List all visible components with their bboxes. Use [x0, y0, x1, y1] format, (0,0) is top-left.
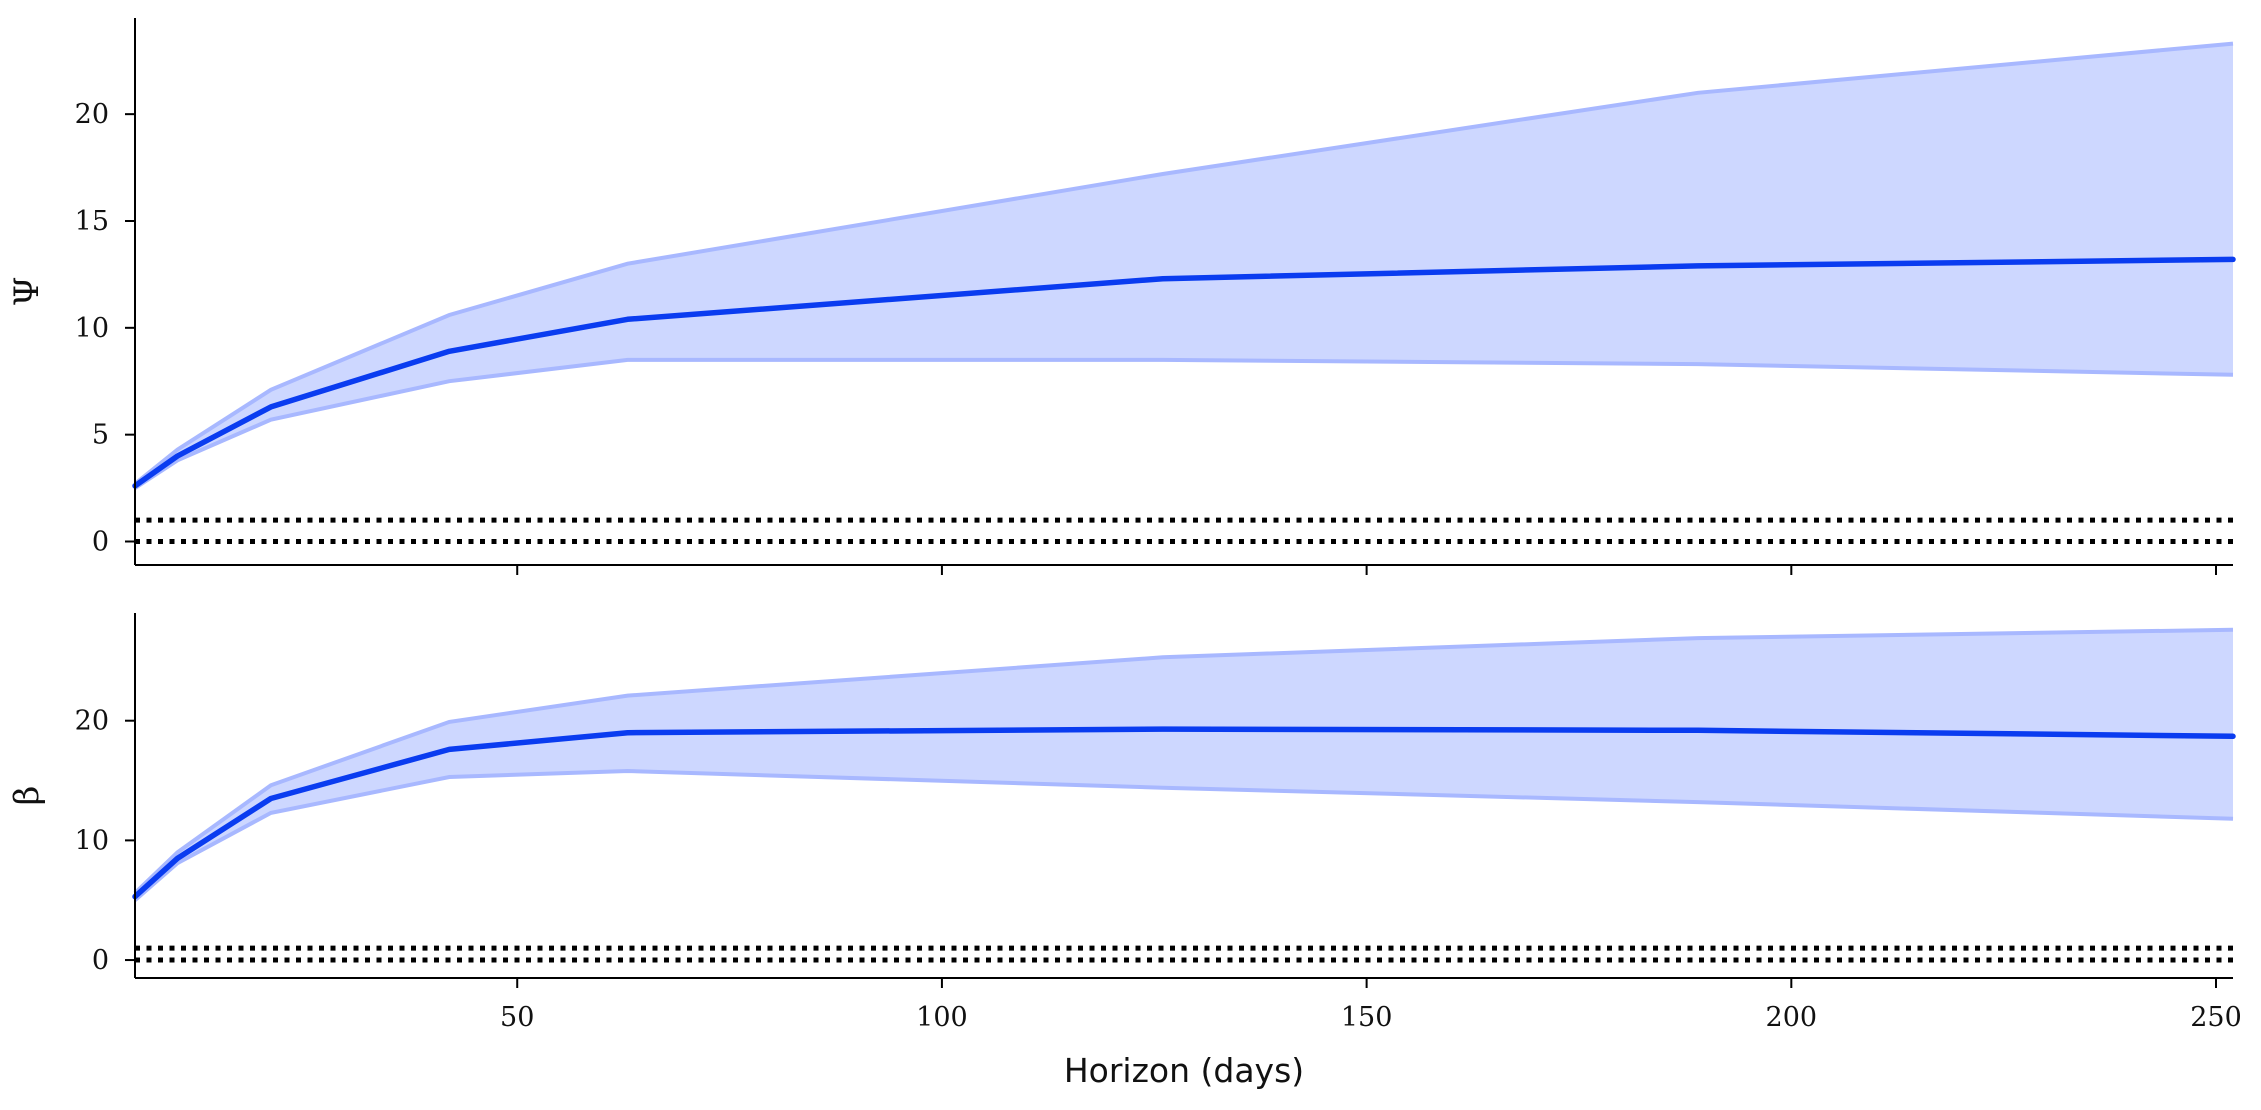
y-tick-label: 10 [75, 313, 109, 344]
x-axis-label: Horizon (days) [1064, 1051, 1304, 1090]
confidence-band [135, 43, 2233, 489]
y-tick-label: 15 [75, 206, 109, 237]
band-upper-edge [133, 627, 2234, 895]
x-tick-label: 250 [2190, 1002, 2242, 1033]
band-lower-edge [133, 357, 2234, 490]
y-axis-label: Ψ [7, 277, 47, 307]
confidence-band [135, 629, 2233, 901]
x-tick-label: 100 [916, 1002, 968, 1033]
y-tick-label: 20 [75, 706, 109, 737]
band-upper-edge [133, 41, 2234, 486]
y-tick-label: 0 [92, 945, 109, 976]
x-tick-label: 200 [1766, 1002, 1818, 1033]
y-tick-label: 20 [75, 99, 109, 130]
y-axis-label: β [7, 786, 47, 806]
band-lower-edge [133, 768, 2234, 902]
x-tick-label: 50 [500, 1002, 534, 1033]
y-tick-label: 10 [75, 825, 109, 856]
y-tick-label: 0 [92, 526, 109, 557]
median-line [132, 256, 2236, 489]
y-tick-label: 5 [92, 420, 109, 451]
x-tick-label: 150 [1341, 1002, 1393, 1033]
median-line [132, 726, 2236, 900]
